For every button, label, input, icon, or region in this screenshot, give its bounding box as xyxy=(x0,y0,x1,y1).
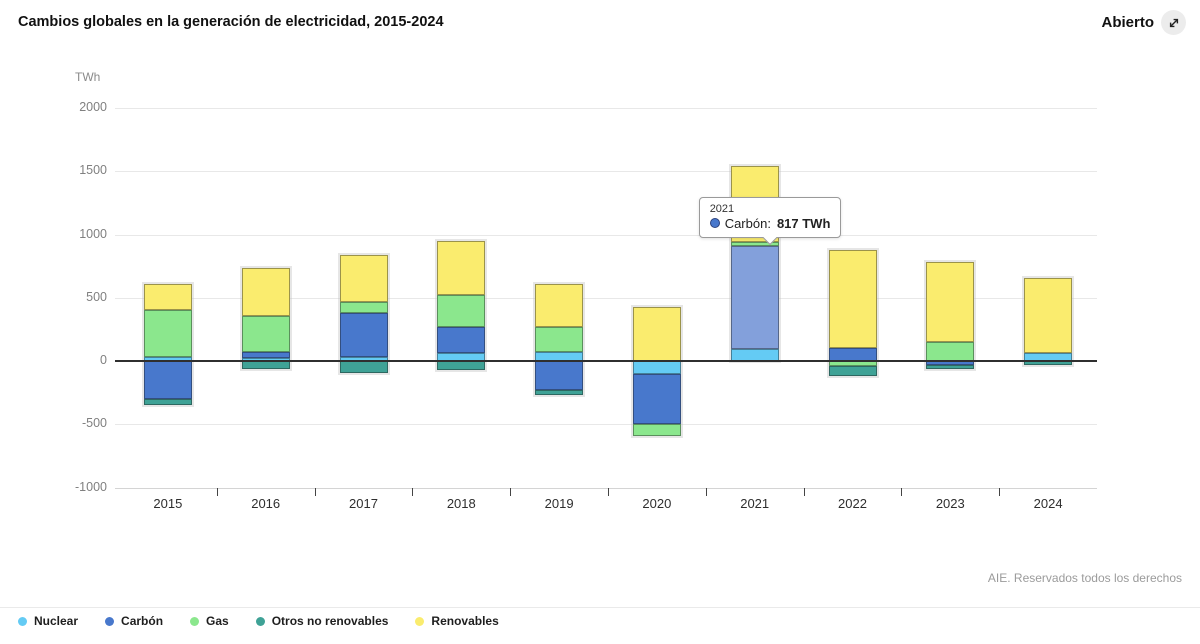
x-axis-tick xyxy=(999,487,1001,496)
x-axis-tick xyxy=(705,487,707,496)
y-tick-label: 1500 xyxy=(79,163,107,178)
x-axis-line xyxy=(115,487,1097,489)
bar-segment-2017-renovables[interactable] xyxy=(339,255,388,302)
legend-item-carbón[interactable]: Carbón xyxy=(105,614,163,628)
gridline xyxy=(115,108,1097,109)
page-title: Cambios globales en la generación de ele… xyxy=(18,14,444,30)
legend-dot-icon xyxy=(105,616,115,626)
tooltip-year: 2021 xyxy=(709,202,735,215)
x-axis-label-2017: 2017 xyxy=(349,496,378,511)
expand-diagonal-icon[interactable] xyxy=(1161,10,1186,35)
legend-item-otros-no-renovables[interactable]: Otros no renovables xyxy=(255,614,389,628)
bar-segment-2020-nuclear[interactable] xyxy=(632,361,681,375)
attribution-text: AIE. Reservados todos los derechos xyxy=(987,571,1182,585)
bar-segment-2021-gas[interactable] xyxy=(730,241,779,246)
tooltip: 2021 Carbón: 817 TWh xyxy=(698,196,842,245)
x-axis-tick xyxy=(510,487,512,496)
legend-dot-icon xyxy=(190,616,200,626)
x-axis-label-2023: 2023 xyxy=(935,496,965,511)
bar-segment-2022-renovables[interactable] xyxy=(828,249,877,348)
legend: Nuclear Carbón Gas Otros no renovables Renov… xyxy=(18,614,526,628)
tooltip-series-dot-icon xyxy=(709,218,720,229)
bar-segment-2024-renovables[interactable] xyxy=(1024,278,1073,353)
x-axis-label-2015: 2015 xyxy=(153,496,183,511)
bar-segment-2023-renovables[interactable] xyxy=(926,262,975,343)
x-axis-tick xyxy=(216,487,218,496)
gridline xyxy=(115,171,1097,173)
bar-segment-2015-gas[interactable] xyxy=(143,310,192,358)
y-tick-label: -1000 xyxy=(75,479,107,494)
x-axis-label-2018: 2018 xyxy=(446,496,476,511)
bar-segment-2016-otros-no-renovables[interactable] xyxy=(241,361,290,369)
legend-label: Renovables xyxy=(431,614,499,628)
bar-segment-2018-carbón[interactable] xyxy=(437,326,486,353)
bar-segment-2016-renovables[interactable] xyxy=(241,268,290,317)
bar-segment-2019-gas[interactable] xyxy=(535,327,584,352)
bar-segment-2015-otros-no-renovables[interactable] xyxy=(143,398,192,405)
bar-segment-2019-renovables[interactable] xyxy=(535,284,584,328)
gridline xyxy=(115,424,1097,426)
bar-segment-2020-renovables[interactable] xyxy=(632,307,681,361)
bar-segment-2022-otros-no-renovables[interactable] xyxy=(828,366,877,376)
legend-label: Carbón xyxy=(121,614,164,628)
x-axis-label-2016: 2016 xyxy=(251,496,281,511)
open-button-label: Abierto xyxy=(1101,14,1155,31)
x-axis-tick xyxy=(901,487,903,496)
x-axis-tick xyxy=(608,487,609,496)
legend-dot-icon xyxy=(415,616,425,626)
tooltip-body: Carbón: 817 TWh xyxy=(709,215,831,231)
legend-dot-icon xyxy=(18,616,27,626)
legend-divider xyxy=(0,607,1200,608)
x-axis-label-2020: 2020 xyxy=(642,496,672,511)
legend-item-renovables[interactable]: Renovables xyxy=(415,614,499,628)
bar-segment-2018-otros-no-renovables[interactable] xyxy=(437,361,486,370)
legend-item-gas[interactable]: Gas xyxy=(190,614,229,628)
legend-item-nuclear[interactable]: Nuclear xyxy=(18,614,78,628)
gridline xyxy=(115,297,1097,299)
bar-segment-2022-carbón[interactable] xyxy=(828,347,877,361)
bar-segment-2023-gas[interactable] xyxy=(926,342,975,361)
gridline xyxy=(115,234,1097,236)
bar-segment-2017-carbón[interactable] xyxy=(339,312,388,358)
y-tick-label: 1000 xyxy=(79,226,107,241)
y-tick-label: 500 xyxy=(86,289,107,304)
bar-segment-2017-otros-no-renovables[interactable] xyxy=(339,361,388,374)
bar-segment-2021-carbón[interactable] xyxy=(730,245,779,349)
x-axis-label-2021: 2021 xyxy=(740,496,770,511)
bar-segment-2017-gas[interactable] xyxy=(339,301,388,313)
x-axis-label-2019: 2019 xyxy=(544,496,574,511)
legend-label: Otros no renovables xyxy=(271,614,389,628)
legend-dot-icon xyxy=(255,616,265,626)
legend-label: Nuclear xyxy=(34,614,79,628)
y-axis-title: TWh xyxy=(75,70,101,84)
bar-segment-2015-carbón[interactable] xyxy=(143,361,192,399)
bar-segment-2018-renovables[interactable] xyxy=(437,241,486,295)
x-axis-label-2022: 2022 xyxy=(838,496,867,511)
tooltip-series-label: Carbón: xyxy=(724,215,771,231)
y-tick-label: 2000 xyxy=(79,100,107,114)
bar-segment-2016-carbón[interactable] xyxy=(241,352,290,359)
x-axis-tick xyxy=(803,487,805,496)
bar-segment-2019-carbón[interactable] xyxy=(535,361,584,391)
bar-segment-2019-otros-no-renovables[interactable] xyxy=(535,390,584,395)
tooltip-value: 817 TWh xyxy=(776,215,831,231)
x-axis-tick xyxy=(412,487,414,496)
legend-label: Gas xyxy=(206,614,229,628)
y-tick-label: -500 xyxy=(81,416,107,431)
y-tick-label: 0 xyxy=(100,353,107,367)
bar-segment-2020-gas[interactable] xyxy=(632,423,681,436)
bar-segment-2015-renovables[interactable] xyxy=(143,283,192,311)
x-axis-label-2024: 2024 xyxy=(1033,496,1063,511)
bar-segment-2016-gas[interactable] xyxy=(241,316,290,353)
bar-segment-2018-gas[interactable] xyxy=(437,294,486,327)
x-axis-tick xyxy=(314,487,316,496)
bar-segment-2023-otros-no-renovables[interactable] xyxy=(926,365,975,369)
expand-diagonal-icon-glyph xyxy=(1169,18,1178,27)
zero-line xyxy=(115,360,1097,362)
open-button[interactable]: Abierto xyxy=(1101,10,1186,35)
bar-segment-2020-carbón[interactable] xyxy=(632,374,681,424)
